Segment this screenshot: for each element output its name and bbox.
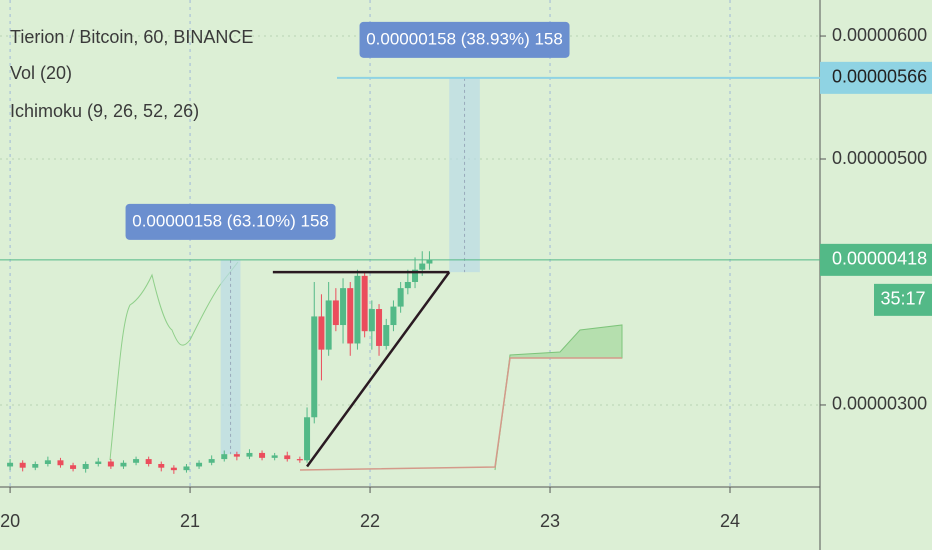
x-tick-label: 23 xyxy=(540,511,560,531)
candle-body xyxy=(95,461,102,465)
candle-body xyxy=(404,281,411,289)
candle-body xyxy=(70,465,77,469)
candle-body xyxy=(318,316,325,350)
candle-body xyxy=(271,455,278,458)
candle-body xyxy=(347,288,354,344)
candle-body xyxy=(196,462,203,467)
candle-body xyxy=(7,462,14,467)
candle-body xyxy=(368,309,375,332)
measure-label-box xyxy=(359,21,570,58)
y-tick-label: 0.00000500 xyxy=(832,148,927,168)
price-badge-label: 0.00000566 xyxy=(832,67,927,87)
x-tick-label: 21 xyxy=(180,511,200,531)
candle-body xyxy=(304,417,311,461)
candle-body xyxy=(57,460,64,466)
candle-body xyxy=(361,275,368,332)
price-badge-label: 0.00000418 xyxy=(832,249,927,269)
trendline xyxy=(306,271,451,468)
measure-label-box xyxy=(125,203,336,240)
candle-body xyxy=(376,309,383,346)
candle-body xyxy=(120,462,127,467)
candle-body xyxy=(419,263,426,270)
candle-body xyxy=(383,325,390,346)
candle-body xyxy=(412,269,419,282)
y-tick-label: 0.00000300 xyxy=(832,394,927,414)
ichimoku-cloud xyxy=(494,324,623,471)
candle-body xyxy=(183,466,190,471)
x-tick-label: 22 xyxy=(360,511,380,531)
candle-body xyxy=(390,306,397,326)
candle-body xyxy=(246,452,253,457)
candle-body xyxy=(133,459,140,463)
candle-body xyxy=(221,454,228,460)
candle-body xyxy=(44,460,51,465)
candle-body xyxy=(158,464,165,468)
candle-body xyxy=(325,300,332,350)
price-badge xyxy=(820,61,932,94)
measure-label: 0.00000158 (63.10%) 158 xyxy=(132,211,329,230)
candle-body xyxy=(145,459,152,465)
x-tick-label: 20 xyxy=(0,511,20,531)
candle-body xyxy=(397,288,404,307)
candle-body xyxy=(354,275,361,344)
candle-body xyxy=(107,461,114,467)
ichimoku-base xyxy=(299,357,622,471)
candle-body xyxy=(426,259,433,264)
candle-body xyxy=(340,288,347,326)
candle-body xyxy=(311,316,318,418)
lagging-span xyxy=(109,261,239,461)
candle-body xyxy=(32,464,39,468)
candle-body xyxy=(284,455,291,460)
chart-title: Tierion / Bitcoin, 60, BINANCE xyxy=(10,27,253,47)
candle-body xyxy=(259,452,266,458)
candle-body xyxy=(170,467,177,471)
y-tick-label: 0.00000600 xyxy=(832,25,927,45)
candle-body xyxy=(332,300,339,326)
price-badge xyxy=(820,243,932,276)
candle-body xyxy=(82,464,89,469)
x-tick-label: 24 xyxy=(720,511,740,531)
candle-body xyxy=(208,459,215,463)
indicator-label: Ichimoku (9, 26, 52, 26) xyxy=(10,101,199,121)
countdown-label: 35:17 xyxy=(880,289,925,309)
indicator-label: Vol (20) xyxy=(10,63,72,83)
candle-body xyxy=(296,459,303,461)
measure-label: 0.00000158 (38.93%) 158 xyxy=(366,29,563,48)
candle-body xyxy=(233,454,240,457)
candle-body xyxy=(19,462,26,468)
countdown-badge xyxy=(874,283,932,316)
